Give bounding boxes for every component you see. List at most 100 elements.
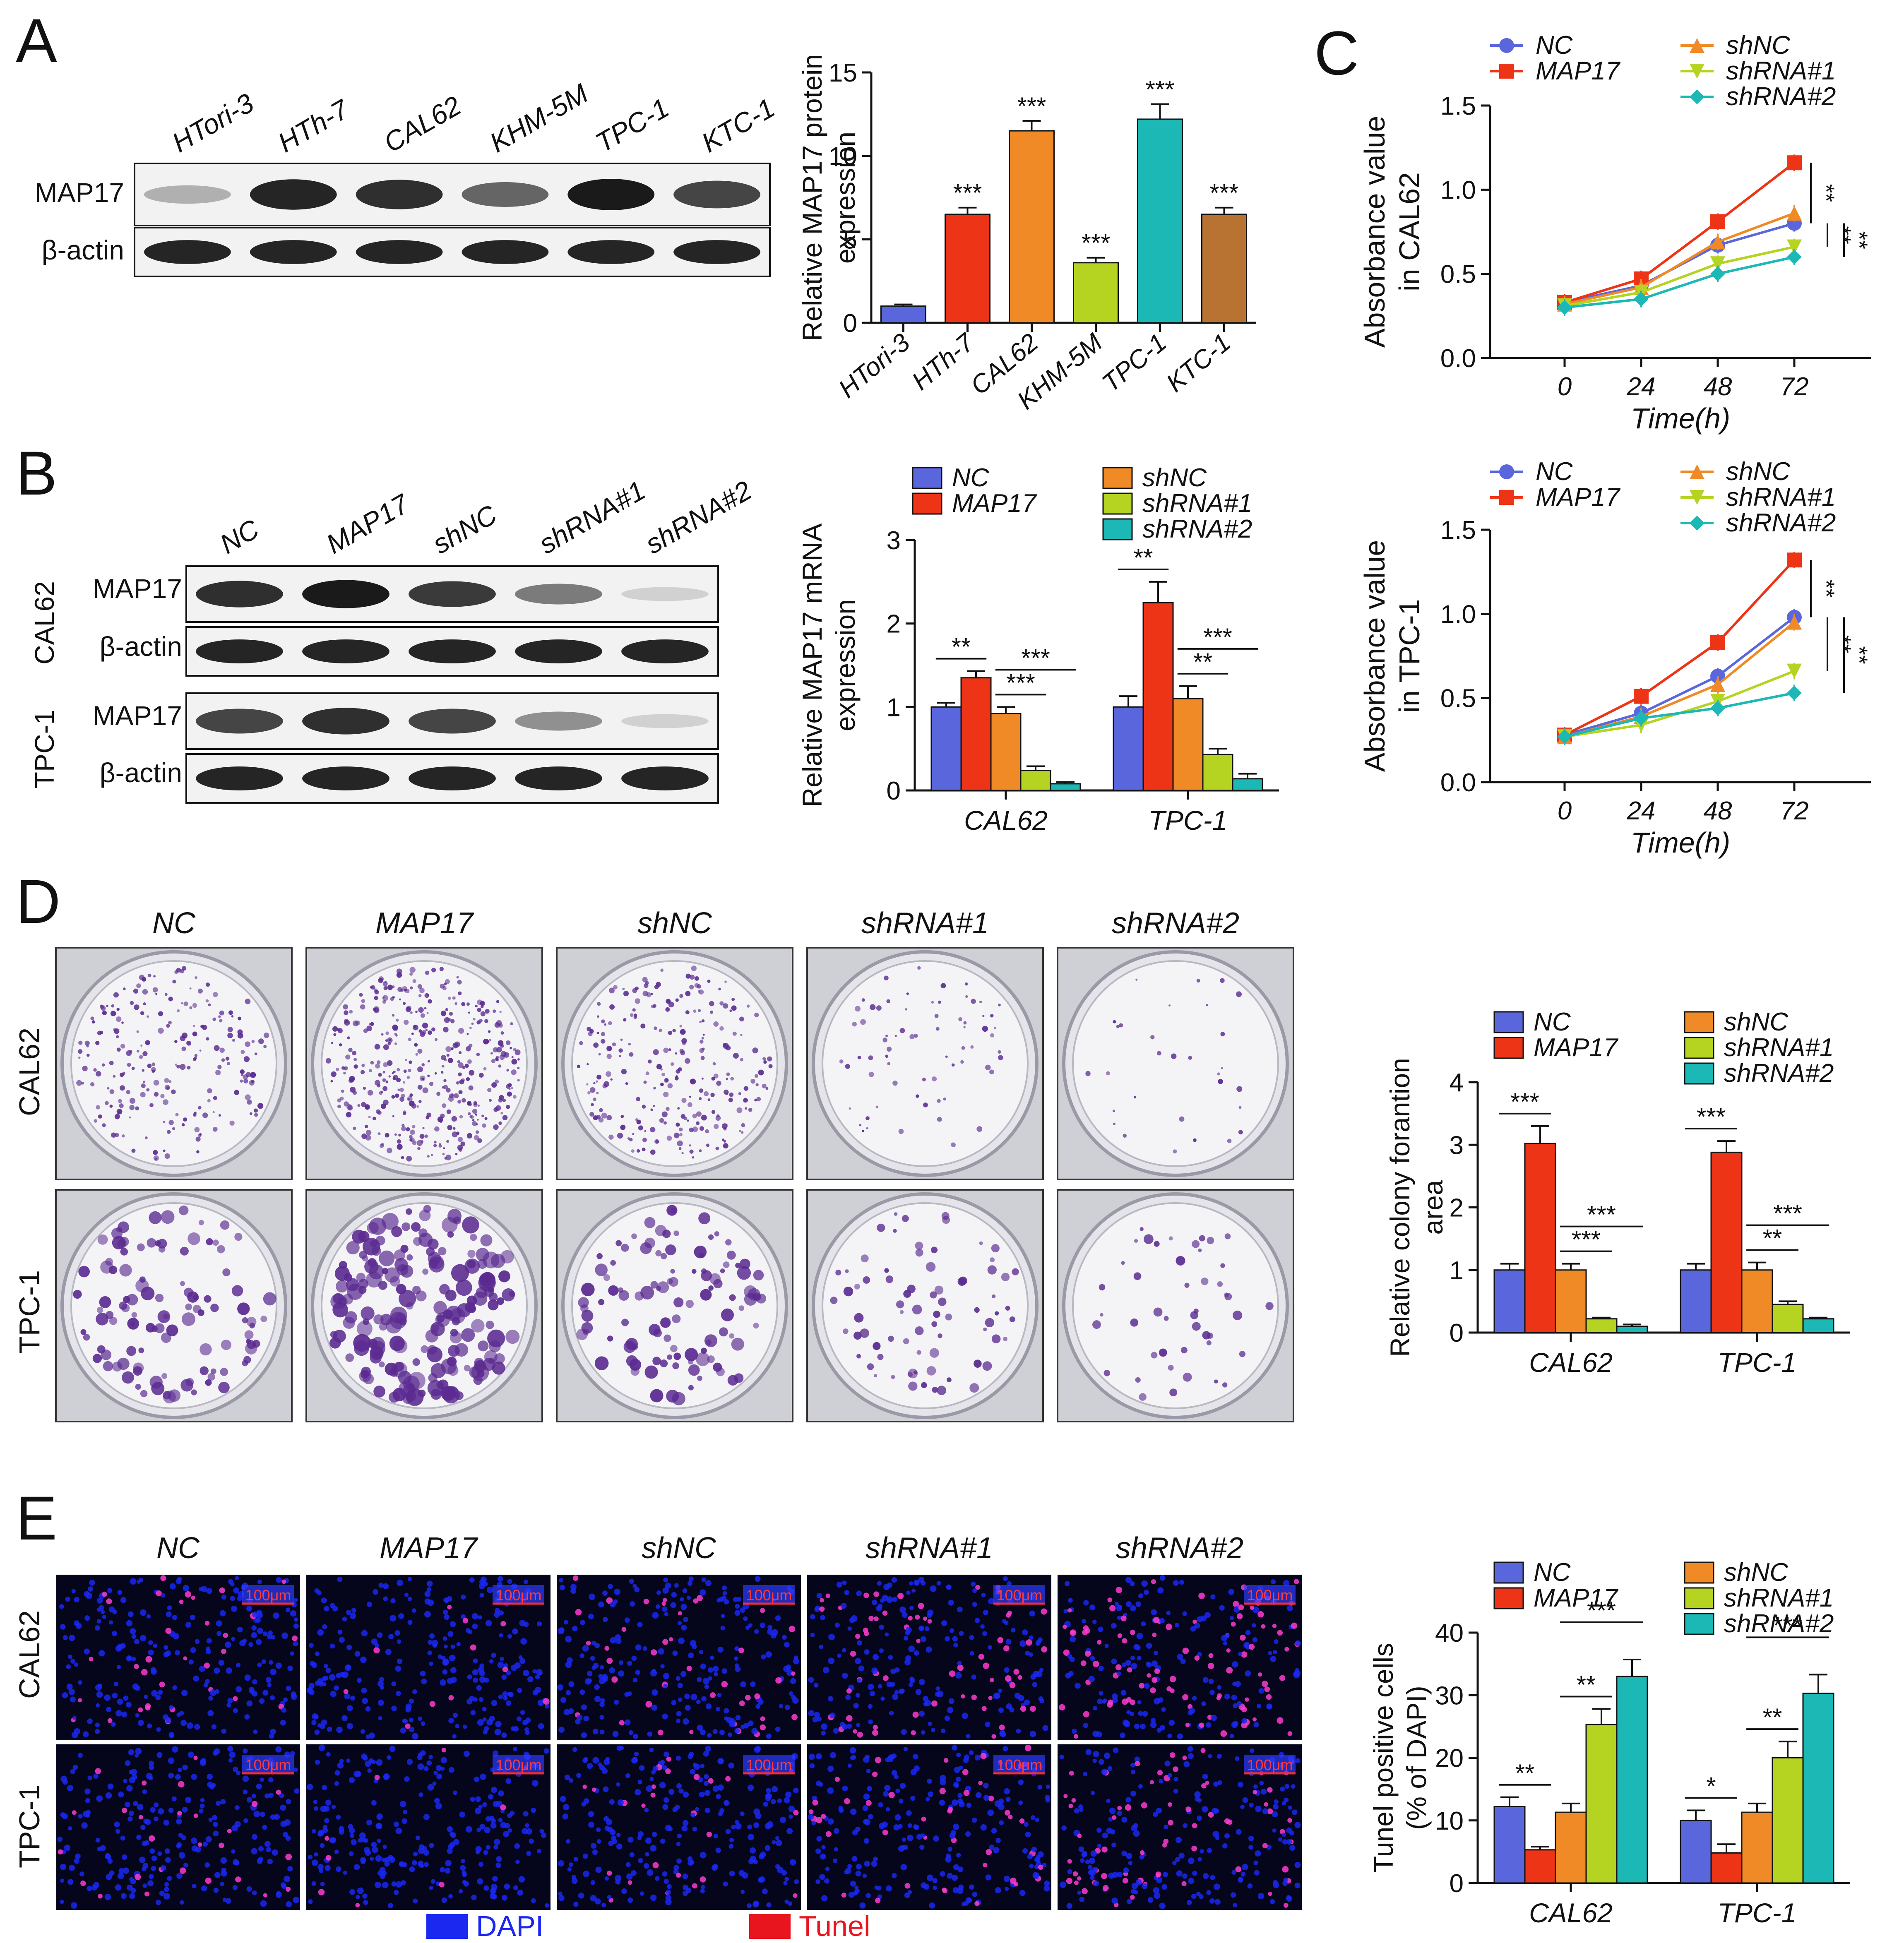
- dapi-nucleus: [252, 1611, 259, 1618]
- dapi-nucleus: [412, 1860, 417, 1866]
- dapi-nucleus: [914, 1580, 919, 1585]
- dapi-nucleus: [842, 1580, 847, 1585]
- dapi-nucleus: [1295, 1640, 1301, 1646]
- tunel-cell: [975, 1585, 981, 1590]
- dapi-nucleus: [65, 1597, 70, 1602]
- colony: [207, 1088, 212, 1094]
- dapi-nucleus: [1291, 1809, 1298, 1816]
- dapi-nucleus: [855, 1658, 861, 1664]
- dapi-nucleus: [252, 1679, 257, 1685]
- dapi-nucleus: [334, 1770, 340, 1776]
- colony: [754, 1098, 757, 1102]
- dapi-nucleus: [899, 1783, 906, 1789]
- dapi-nucleus: [1112, 1697, 1118, 1703]
- colony: [500, 1031, 504, 1035]
- dapi-nucleus: [1133, 1890, 1138, 1895]
- dapi-nucleus: [878, 1802, 883, 1808]
- dapi-nucleus: [905, 1655, 911, 1662]
- dapi-nucleus: [486, 1586, 493, 1593]
- dapi-nucleus: [1130, 1790, 1137, 1797]
- dapi-nucleus: [868, 1719, 873, 1724]
- dapi-nucleus: [646, 1785, 653, 1792]
- dapi-nucleus: [619, 1660, 624, 1665]
- dapi-nucleus: [1092, 1866, 1098, 1873]
- dapi-nucleus: [383, 1774, 389, 1780]
- colony: [120, 1248, 128, 1256]
- colony: [701, 1270, 712, 1281]
- colony: [1153, 1307, 1163, 1317]
- y-tick-label: 0: [887, 777, 901, 805]
- scalebar-label: 100μm: [496, 1756, 542, 1773]
- dapi-nucleus: [1134, 1756, 1140, 1763]
- dapi-nucleus: [772, 1840, 776, 1845]
- colony: [995, 1311, 999, 1316]
- colony: [410, 1011, 413, 1014]
- x-tick-label: TPC-1: [1149, 805, 1228, 836]
- dapi-nucleus: [1141, 1580, 1148, 1587]
- dapi-nucleus: [346, 1723, 353, 1729]
- tunel-cell: [193, 1813, 198, 1818]
- dapi-nucleus: [951, 1874, 958, 1881]
- colony: [865, 1116, 870, 1121]
- colony: [447, 1124, 452, 1130]
- colony: [916, 1350, 921, 1355]
- dapi-nucleus: [146, 1772, 153, 1780]
- series-line-shNC: [1564, 621, 1795, 738]
- colony: [382, 1071, 385, 1074]
- colony: [679, 1133, 683, 1136]
- colony: [754, 1074, 758, 1078]
- dapi-nucleus: [1111, 1623, 1117, 1629]
- colony: [921, 1382, 927, 1388]
- dapi-nucleus: [326, 1752, 331, 1757]
- tunel-cell: [1279, 1675, 1286, 1681]
- dapi-nucleus: [314, 1806, 319, 1811]
- colony: [1140, 1227, 1144, 1231]
- colony: [217, 1065, 222, 1069]
- dapi-nucleus: [1092, 1758, 1097, 1763]
- dapi-nucleus: [609, 1829, 616, 1835]
- dapi-nucleus: [347, 1705, 353, 1711]
- dapi-nucleus: [748, 1834, 754, 1840]
- dapi-nucleus: [266, 1847, 272, 1852]
- colony: [212, 1111, 215, 1113]
- y-axis-label: Relative MAP17 protein: [797, 54, 827, 341]
- blot-B-row-label: β-actin: [100, 631, 182, 662]
- dapi-nucleus: [490, 1822, 497, 1829]
- tunel-cell: [643, 1599, 649, 1604]
- colony: [347, 1036, 350, 1040]
- dapi-nucleus: [671, 1592, 677, 1598]
- colony: [194, 1127, 200, 1133]
- dapi-nucleus: [599, 1678, 606, 1685]
- dapi-nucleus: [791, 1695, 796, 1700]
- dapi-nucleus: [66, 1684, 73, 1690]
- colony: [612, 1042, 616, 1047]
- dapi-nucleus: [991, 1828, 997, 1834]
- dapi-nucleus: [1106, 1799, 1111, 1803]
- dapi-nucleus: [649, 1747, 654, 1752]
- colony: [382, 1086, 388, 1091]
- bar-MAP17: [1524, 1143, 1556, 1333]
- blot-band: [673, 240, 760, 264]
- tunel-cell: [1277, 1630, 1283, 1636]
- dapi-nucleus: [1121, 1662, 1126, 1667]
- colony: [960, 1060, 964, 1064]
- dapi-nucleus: [172, 1614, 178, 1620]
- colony: [753, 1323, 759, 1329]
- dapi-nucleus: [974, 1618, 980, 1623]
- dapi-nucleus: [226, 1898, 231, 1904]
- dapi-nucleus: [423, 1813, 430, 1820]
- bar-HTori-3: [880, 305, 926, 324]
- colony: [652, 1357, 661, 1366]
- tunel-cell: [227, 1828, 232, 1833]
- colony: [218, 1015, 221, 1018]
- dapi-nucleus: [624, 1692, 629, 1697]
- colony: [860, 1328, 869, 1338]
- blot-band: [144, 185, 231, 204]
- colony: [154, 1092, 159, 1097]
- colony: [397, 1144, 403, 1150]
- dapi-nucleus: [747, 1784, 754, 1791]
- dapi-nucleus: [716, 1598, 721, 1603]
- dapi-nucleus: [472, 1669, 478, 1676]
- colony: [388, 1075, 391, 1078]
- dapi-nucleus: [182, 1806, 188, 1813]
